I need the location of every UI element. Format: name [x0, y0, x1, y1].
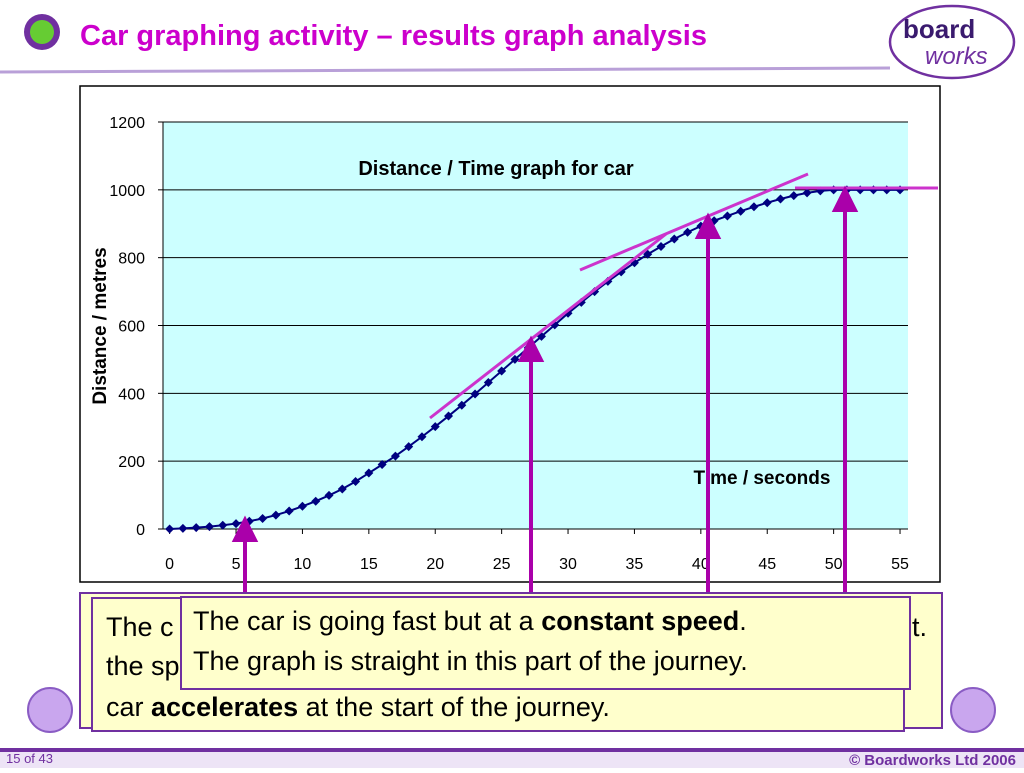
front-text: The car is going fast but at a — [193, 606, 541, 636]
header-rule — [0, 66, 891, 74]
front-text-box — [180, 596, 911, 690]
nav-next[interactable] — [950, 687, 996, 733]
logo-ring — [888, 4, 1016, 80]
data-point — [669, 234, 679, 244]
logo-text: works — [925, 43, 988, 70]
y-tick-label: 1200 — [109, 115, 145, 132]
front-text: . — [739, 606, 747, 636]
data-point — [444, 411, 454, 421]
y-tick-label: 800 — [118, 251, 145, 268]
back-text: car — [106, 692, 151, 722]
data-point — [297, 501, 307, 511]
x-tick-label: 10 — [294, 556, 312, 573]
data-point — [204, 522, 214, 532]
y-axis-label: Distance / metres — [90, 247, 111, 404]
front-text-bold: constant speed — [541, 606, 739, 636]
slide-number: 15 of 43 — [6, 751, 53, 766]
copyright: © Boardworks Ltd 2006 — [849, 752, 1016, 768]
data-point — [736, 206, 746, 216]
tangent-line — [579, 172, 809, 272]
data-point — [497, 366, 507, 376]
data-point — [802, 188, 812, 198]
data-point — [258, 513, 268, 523]
x-axis-label: Time / seconds — [694, 468, 831, 489]
data-point — [191, 523, 201, 533]
back-text: at the start of the journey. — [298, 692, 610, 722]
x-tick-label: 15 — [360, 556, 378, 573]
data-point — [311, 496, 321, 506]
chart-title: Distance / Time graph for car — [358, 158, 633, 180]
data-point — [749, 202, 759, 212]
y-tick-label: 400 — [118, 386, 145, 403]
x-tick-label: 35 — [626, 556, 644, 573]
data-point — [351, 477, 361, 487]
data-point — [510, 354, 520, 364]
data-point — [643, 249, 653, 259]
data-point — [390, 451, 400, 461]
data-point — [417, 432, 427, 442]
data-point — [470, 389, 480, 399]
title-icon-inner — [30, 20, 54, 44]
front-text: The graph is straight in this part of th… — [193, 646, 748, 676]
back-text: The c — [106, 612, 174, 642]
x-tick-label: 40 — [692, 556, 710, 573]
y-tick-label: 1000 — [109, 183, 145, 200]
tangent-lines — [429, 172, 938, 420]
data-point — [364, 468, 374, 478]
data-point — [404, 442, 414, 452]
x-tick-label: 30 — [559, 556, 577, 573]
y-tick-label: 600 — [118, 319, 145, 336]
data-point — [324, 490, 334, 500]
x-tick-label: 20 — [426, 556, 444, 573]
x-tick-label: 25 — [493, 556, 511, 573]
nav-button[interactable] — [950, 687, 996, 733]
back-text: t. — [912, 612, 927, 642]
nav-button[interactable] — [27, 687, 73, 733]
arrows — [231, 185, 859, 600]
data-point — [165, 524, 175, 534]
data-point — [337, 484, 347, 494]
arrowhead — [231, 515, 259, 542]
data-point — [776, 194, 786, 204]
data-point — [231, 519, 241, 529]
data-point — [789, 191, 799, 201]
back-text: car accelerates at the start of the jour… — [106, 692, 610, 722]
slide-title: Car graphing activity – results graph an… — [80, 20, 707, 52]
x-tick-label: 45 — [758, 556, 776, 573]
x-tick-label: 50 — [825, 556, 843, 573]
data-point — [430, 422, 440, 432]
x-tick-label: 0 — [165, 556, 174, 573]
logo-text: board — [903, 14, 975, 44]
arrowhead — [831, 185, 859, 212]
data-point — [178, 523, 188, 533]
data-point — [722, 211, 732, 221]
data-point — [271, 510, 281, 520]
arrowhead — [517, 335, 545, 362]
data-point — [457, 400, 467, 410]
data-point — [683, 227, 693, 237]
data-point — [483, 377, 493, 387]
arrowhead — [694, 212, 722, 239]
x-tick-label: 55 — [891, 556, 909, 573]
tangent-line — [429, 232, 667, 420]
front-text: The car is going fast but at a constant … — [193, 606, 747, 636]
y-tick-label: 0 — [136, 522, 145, 539]
x-tick-label: 5 — [232, 556, 241, 573]
data-point — [377, 460, 387, 470]
nav-prev[interactable] — [27, 687, 73, 733]
back-text: the sp — [106, 651, 180, 681]
data-point — [656, 241, 666, 251]
footer-band — [0, 752, 1024, 768]
y-tick-label: 200 — [118, 454, 145, 471]
data-point — [762, 198, 772, 208]
data-point — [284, 506, 294, 516]
back-text-bold: accelerates — [151, 692, 298, 722]
data-point — [218, 520, 228, 530]
footer-rule — [0, 748, 1024, 752]
